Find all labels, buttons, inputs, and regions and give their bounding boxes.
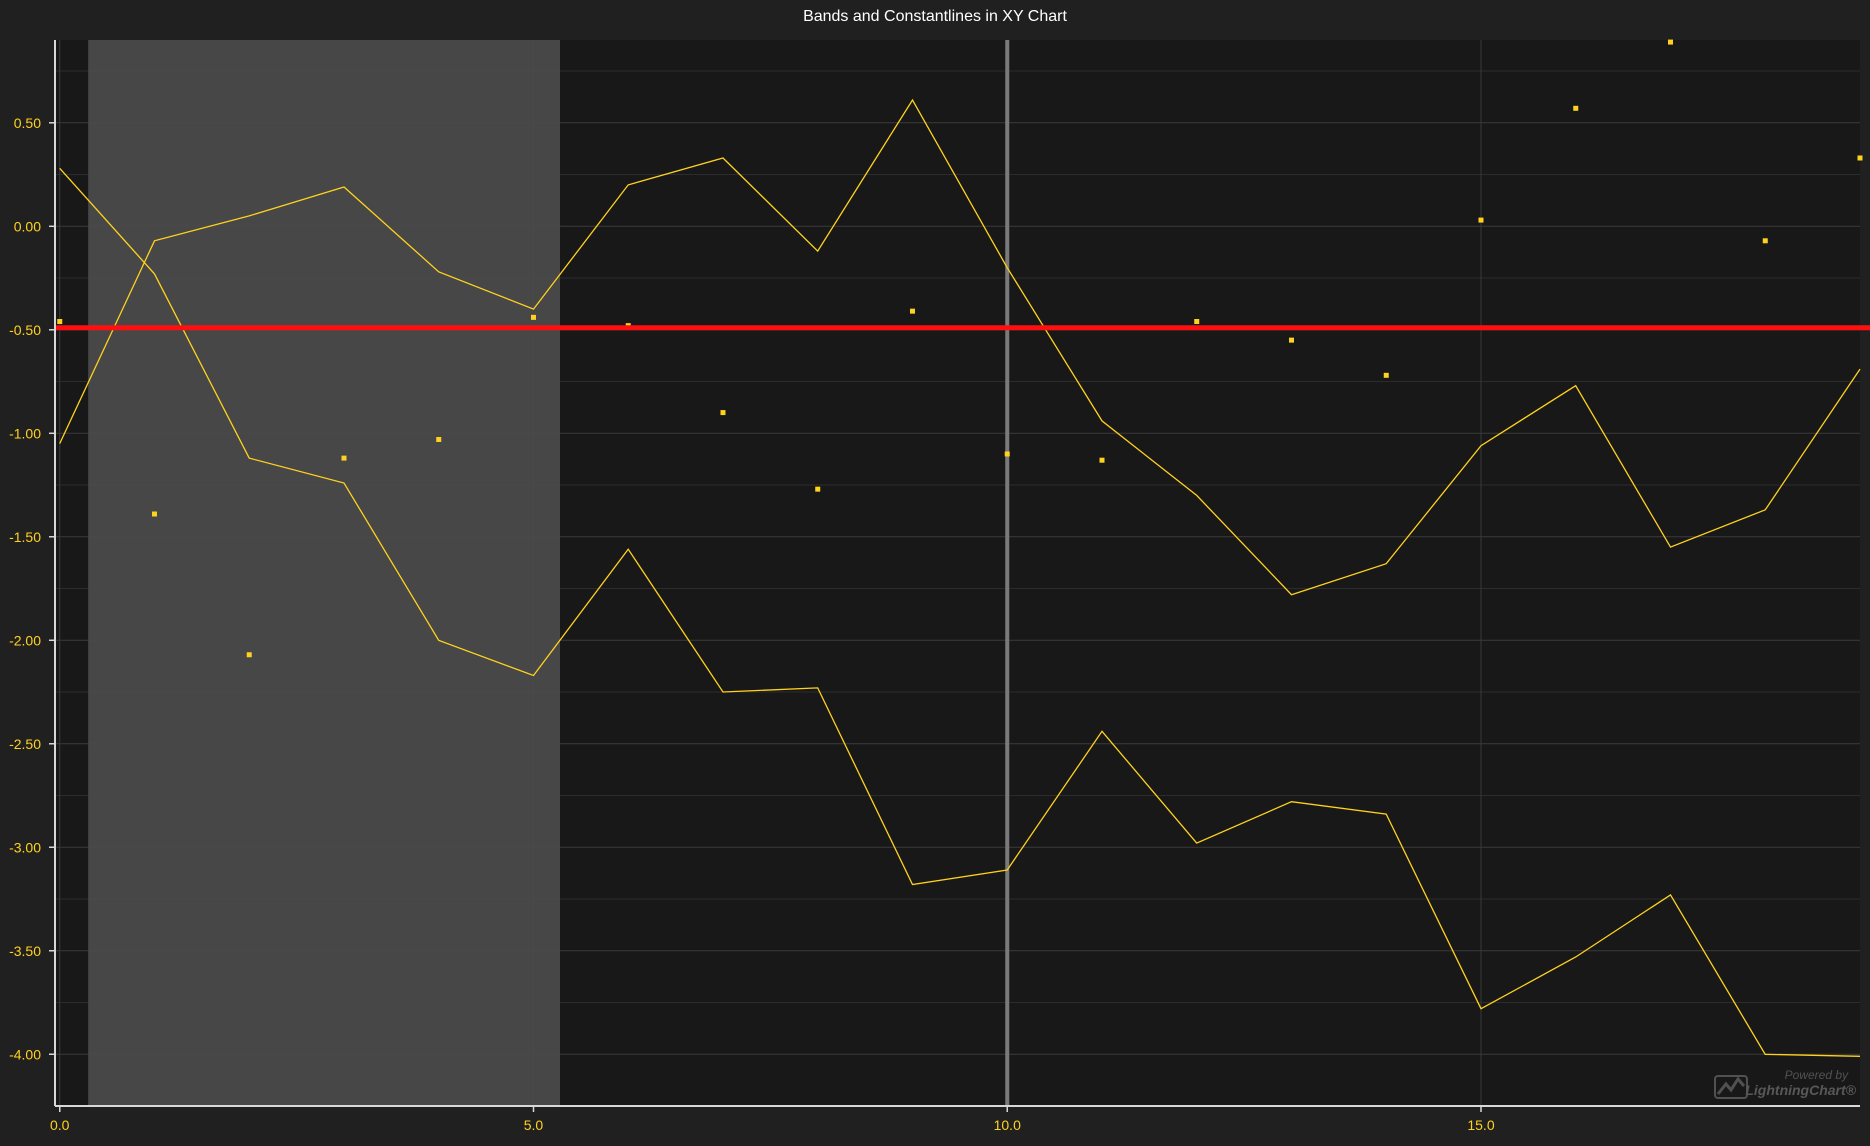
y-tick-label: -2.00 [9, 632, 41, 648]
watermark-brand: LightningChart® [1745, 1082, 1856, 1098]
scatter-point [530, 314, 536, 320]
series-line-1 [59, 167, 1861, 1057]
y-tick-label: -1.00 [9, 425, 41, 441]
scatter-point [909, 308, 915, 314]
scatter-point [1762, 238, 1768, 244]
lightningchart-logo-icon [1714, 1075, 1748, 1099]
scatter-point [57, 319, 63, 325]
scatter-point [151, 511, 157, 517]
band-rect [88, 40, 561, 1106]
scatter-point [1667, 39, 1673, 45]
y-tick-label: 0.00 [14, 218, 41, 234]
scatter-point [1194, 319, 1200, 325]
x-tick-label: 0.0 [50, 1117, 70, 1133]
y-tick-label: -2.50 [9, 736, 41, 752]
tick-labels-layer: 0.50 0.00 -0.50 -1.00 -1.50 -2.00 -2.50 -3.00 -3… [9, 115, 1495, 1133]
x-tick-label: 15.0 [1467, 1117, 1494, 1133]
scatter-point [815, 486, 821, 492]
y-tick-label: -0.50 [9, 322, 41, 338]
scatter-point [1857, 155, 1863, 161]
x-tick-label: 10.0 [994, 1117, 1021, 1133]
scatter-point [1383, 372, 1389, 378]
y-tick-label: -3.00 [9, 839, 41, 855]
scatter-point [1288, 337, 1294, 343]
band-layer [88, 40, 561, 1106]
scatter-point [1573, 105, 1579, 111]
scatter-point [246, 652, 252, 658]
watermark: Powered by LightningChart® [1710, 1068, 1860, 1104]
watermark-powered-by: Powered by [1784, 1068, 1848, 1082]
y-tick-label: -1.50 [9, 529, 41, 545]
scatter-point [1478, 217, 1484, 223]
scatter-point [1004, 451, 1010, 457]
scatter-point [1099, 457, 1105, 463]
y-tick-label: 0.50 [14, 115, 41, 131]
series-layer [57, 39, 1863, 1057]
chart-title: Bands and Constantlines in XY Chart [803, 8, 1067, 25]
y-tick-label: -4.00 [9, 1046, 41, 1062]
series-line-2 [59, 98, 1861, 596]
y-tick-label: -3.50 [9, 943, 41, 959]
x-tick-label: 5.0 [524, 1117, 544, 1133]
axes-layer [54, 40, 1860, 1107]
scatter-point [436, 436, 442, 442]
scatter-point [720, 410, 726, 416]
scatter-point [341, 455, 347, 461]
